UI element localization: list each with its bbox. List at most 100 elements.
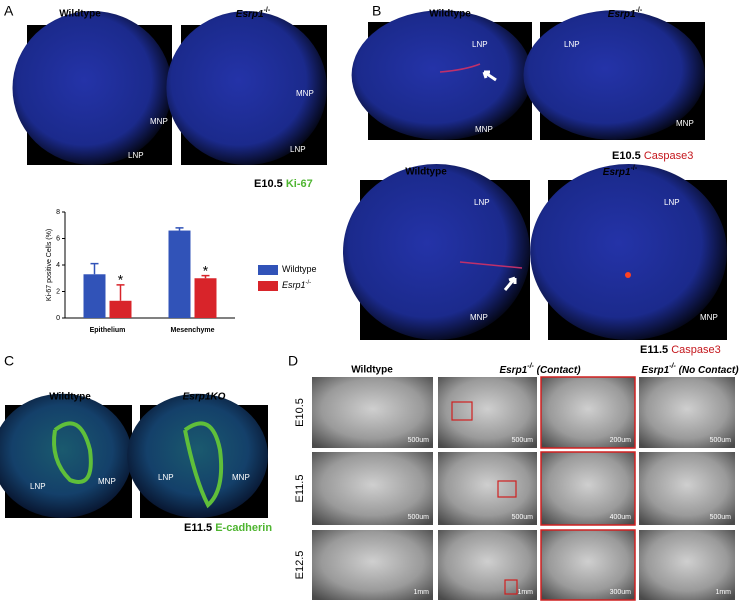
scale-bar: 1mm — [517, 589, 533, 596]
sem-image — [312, 530, 433, 600]
header-base: Esrp1 — [641, 365, 669, 376]
error-bar — [175, 227, 184, 231]
image-label: MNP — [296, 89, 314, 98]
image-label: LNP — [290, 145, 306, 154]
row-label: E11.5 — [294, 475, 306, 503]
y-axis-label: Ki-67 positive Cells (%) — [46, 229, 53, 301]
panel-label: B — [372, 3, 381, 19]
stain: Caspase3 — [644, 150, 694, 162]
image-label: LNP — [158, 473, 174, 482]
legend-sup: -/- — [306, 280, 312, 286]
header-sup: -/- — [636, 7, 643, 14]
panel-label: C — [4, 353, 14, 369]
bar — [168, 230, 191, 318]
y-tick-label: 6 — [56, 235, 60, 242]
header-base: Esrp1 — [499, 365, 527, 376]
header-sup: -/- — [264, 7, 271, 14]
header: Esrp1-/- — [603, 165, 638, 178]
scale-bar: 500um — [710, 514, 732, 521]
arrow — [482, 70, 497, 82]
image-label: LNP — [128, 151, 144, 160]
stage: E10.5 — [254, 178, 283, 190]
image-label: MNP — [475, 125, 493, 134]
image-label: LNP — [30, 482, 46, 491]
sem-image — [312, 377, 433, 448]
header: Wildtype — [59, 9, 101, 20]
bar — [83, 274, 106, 318]
y-tick-label: 4 — [56, 262, 60, 269]
scale-bar: 500um — [710, 437, 732, 444]
x-tick-label: Mesenchyme — [171, 327, 215, 334]
panel-d: E10.5 500um 500um 200um 500um E11.5 500um 500um… — [294, 376, 735, 601]
significance: * — [118, 272, 124, 288]
tissue — [127, 393, 268, 518]
stage-label: E10.5 Ki-67 — [254, 178, 313, 190]
scale-bar: 500um — [512, 514, 534, 521]
header-base: Esrp1 — [603, 167, 631, 178]
image-label: MNP — [700, 313, 718, 322]
caspase-signal — [459, 261, 523, 269]
y-tick-label: 8 — [56, 209, 60, 216]
stage: E10.5 — [612, 150, 641, 162]
inset-box — [497, 480, 517, 498]
scale-bar: 1mm — [715, 589, 731, 596]
stage: E11.5 — [640, 344, 668, 356]
scale-bar: 1mm — [413, 589, 429, 596]
error-bar — [201, 274, 210, 279]
legend-swatch — [258, 281, 278, 291]
scale-bar: 300um — [610, 589, 632, 596]
legend-name: Wildtype — [282, 264, 317, 274]
error-bar — [116, 284, 125, 301]
header: Esrp1-/- — [236, 7, 271, 20]
image-label: LNP — [474, 198, 490, 207]
x-tick-label: Epithelium — [90, 327, 126, 334]
sem-image — [639, 530, 735, 600]
header-rest: (No Contact) — [676, 365, 739, 376]
image-layer — [0, 10, 727, 518]
header-rest: (Contact) — [534, 365, 581, 376]
sem-image — [540, 529, 636, 601]
caspase-signal — [439, 63, 481, 73]
legend-swatch — [258, 265, 278, 275]
panel-label: A — [4, 3, 14, 19]
y-tick-label: 2 — [56, 288, 60, 295]
scale-bar: 500um — [408, 437, 430, 444]
header-sup: -/- — [669, 363, 676, 370]
header: Wildtype — [351, 365, 393, 376]
row-label: E10.5 — [294, 398, 306, 427]
legend-name: Esrp1 — [282, 280, 306, 290]
image-label: MNP — [150, 117, 168, 126]
image-label: MNP — [470, 313, 488, 322]
header-sup: -/- — [631, 165, 638, 172]
stage-label: E10.5 Caspase3 — [612, 150, 693, 162]
arrow — [503, 276, 517, 291]
significance: * — [203, 262, 209, 278]
image-label: MNP — [232, 473, 250, 482]
header: Esrp1-/- (Contact) — [499, 363, 581, 376]
y-tick-label: 0 — [56, 315, 60, 322]
scale-bar: 400um — [610, 514, 632, 521]
scale-bar: 200um — [610, 437, 632, 444]
header: Esrp1-/- (No Contact) — [641, 363, 739, 376]
sem-image — [639, 377, 735, 448]
legend-label: Wildtype — [282, 264, 317, 274]
header: Esrp1-/- — [608, 7, 643, 20]
sem-image — [438, 530, 537, 600]
epithelium — [52, 421, 93, 484]
epithelium — [183, 421, 224, 509]
tissue — [343, 164, 530, 340]
stain: E-cadherin — [215, 522, 272, 534]
bar — [194, 278, 217, 318]
image-label: MNP — [676, 119, 694, 128]
header-base: Esrp1 — [236, 9, 264, 20]
tissue — [351, 10, 532, 140]
sem-image — [639, 452, 735, 525]
tissue — [523, 10, 705, 140]
image-label: MNP — [98, 477, 116, 486]
tissue — [12, 11, 172, 165]
image-label: LNP — [472, 40, 488, 49]
sem-image — [438, 452, 537, 525]
sem-image — [540, 376, 636, 449]
caspase-signal — [625, 272, 631, 278]
